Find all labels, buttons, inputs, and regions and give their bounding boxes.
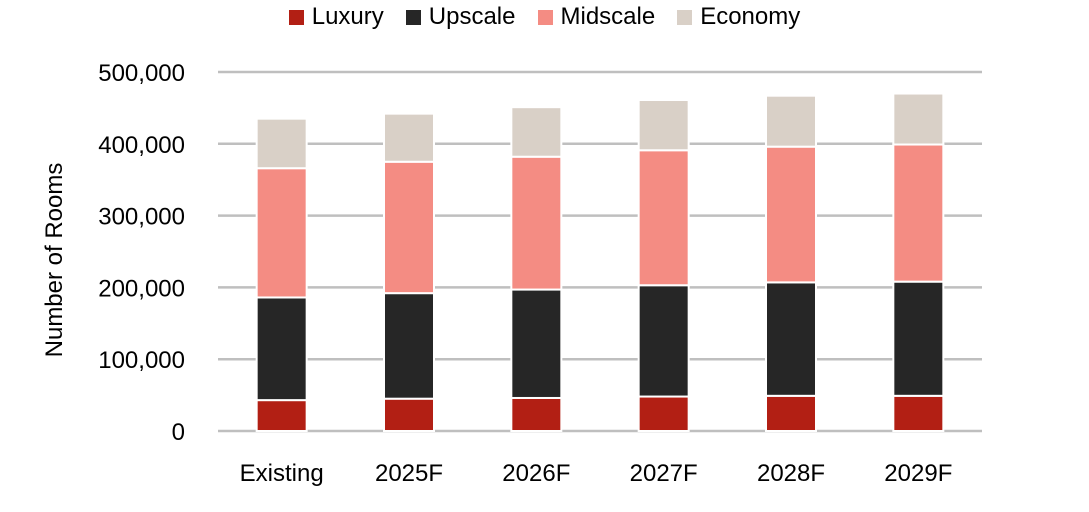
y-tick-label: 0: [172, 419, 185, 446]
bar-upscale-2026f: [510, 288, 563, 399]
legend-item-midscale: Midscale: [537, 3, 656, 31]
legend: Luxury Upscale Midscale Economy: [0, 0, 1089, 34]
bar-luxury-2029f: [892, 394, 945, 432]
bar-economy-2028f: [765, 94, 817, 148]
bars: [255, 92, 945, 433]
bar-midscale-2025f: [383, 160, 435, 295]
bar-midscale-2026f: [510, 155, 563, 291]
x-tick-label: Existing: [240, 460, 324, 487]
legend-label: Upscale: [428, 3, 516, 30]
legend-label: Midscale: [560, 3, 656, 30]
legend-swatch: [537, 9, 553, 25]
bar-midscale-2028f: [765, 145, 817, 284]
x-tick-labels: Existing 2025F 2026F 2027F 2028F 2029F: [240, 460, 953, 487]
y-tick-label: 100,000: [98, 347, 185, 374]
legend-item-upscale: Upscale: [405, 3, 516, 31]
bar-economy-2026f: [510, 106, 563, 158]
gridlines: [218, 70, 982, 433]
y-tick-label: 200,000: [98, 275, 185, 302]
x-tick-label: 2027F: [630, 460, 698, 487]
legend-item-economy: Economy: [677, 3, 800, 31]
y-tick-labels: 0 100,000 200,000 300,000 400,000 500,000: [98, 60, 185, 446]
bar-luxury-2025f: [383, 397, 435, 433]
bar-midscale-2029f: [892, 143, 945, 283]
legend-label: Luxury: [311, 3, 384, 30]
bar-economy-2029f: [892, 92, 945, 146]
y-tick-label: 400,000: [98, 132, 185, 159]
legend-swatch: [405, 9, 421, 25]
bar-luxury-2027f: [637, 395, 690, 433]
legend-swatch: [288, 9, 304, 25]
bar-midscale-2027f: [637, 149, 690, 287]
y-tick-label: 500,000: [98, 60, 185, 87]
bar-economy-2025f: [383, 112, 435, 163]
bar-midscale-existing: [255, 167, 308, 299]
legend-item-luxury: Luxury: [288, 3, 384, 31]
legend-swatch: [677, 9, 693, 25]
x-tick-label: 2026F: [502, 460, 570, 487]
bar-upscale-2028f: [765, 281, 817, 397]
bar-economy-2027f: [637, 99, 690, 152]
x-tick-label: 2028F: [757, 460, 825, 487]
bar-upscale-existing: [255, 296, 308, 402]
bar-luxury-existing: [255, 399, 308, 433]
bar-upscale-2025f: [383, 292, 435, 400]
legend-label: Economy: [700, 3, 801, 30]
y-tick-label: 300,000: [98, 204, 185, 231]
bar-upscale-2029f: [892, 280, 945, 397]
x-tick-label: 2025F: [375, 460, 443, 487]
x-tick-label: 2029F: [884, 460, 952, 487]
y-axis-label: Number of Rooms: [41, 163, 68, 358]
bar-luxury-2026f: [510, 396, 563, 432]
bar-luxury-2028f: [765, 394, 817, 432]
bar-upscale-2027f: [637, 284, 690, 398]
bar-economy-existing: [255, 117, 308, 170]
